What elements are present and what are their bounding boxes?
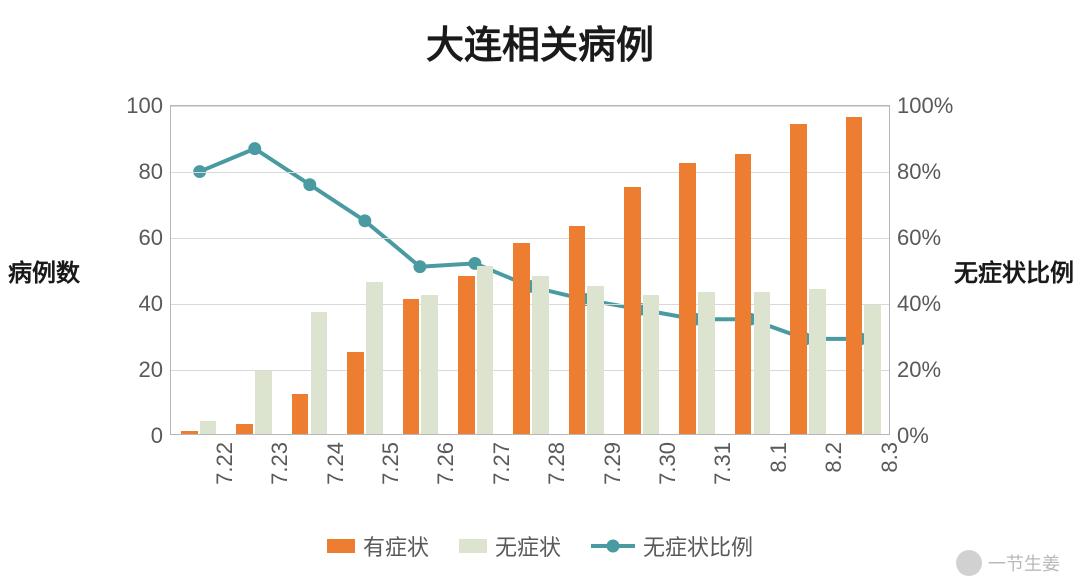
watermark: 一节生姜 xyxy=(956,550,1060,576)
legend-item: 无症状 xyxy=(459,530,561,562)
bar-symptomatic xyxy=(846,117,863,434)
bar-asymptomatic xyxy=(366,282,383,434)
x-tick: 7.23 xyxy=(267,442,293,485)
watermark-text: 一节生姜 xyxy=(988,550,1060,576)
legend-item: 无症状比例 xyxy=(591,530,753,562)
ratio-marker xyxy=(358,214,371,227)
ratio-marker xyxy=(248,142,261,155)
bar-symptomatic xyxy=(624,187,641,435)
line-series-svg xyxy=(171,106,889,434)
bar-symptomatic xyxy=(403,299,420,434)
x-tick: 7.27 xyxy=(489,442,515,485)
legend-swatch xyxy=(459,539,487,553)
bar-asymptomatic xyxy=(532,276,549,434)
watermark-icon xyxy=(956,550,982,576)
bar-symptomatic xyxy=(790,124,807,434)
bar-symptomatic xyxy=(236,424,253,434)
bar-asymptomatic xyxy=(200,421,217,434)
legend-swatch xyxy=(327,539,355,553)
legend-label: 无症状比例 xyxy=(643,530,753,562)
bar-asymptomatic xyxy=(754,292,771,434)
legend-swatch xyxy=(591,539,635,553)
y2-tick: 20% xyxy=(889,357,941,383)
y2-tick: 40% xyxy=(889,291,941,317)
bar-asymptomatic xyxy=(477,266,494,434)
y1-tick: 40 xyxy=(139,291,171,317)
grid-line xyxy=(171,370,889,371)
bar-asymptomatic xyxy=(698,292,715,434)
y1-tick: 100 xyxy=(126,93,171,119)
plot-area: 00%2020%4040%6060%8080%100100%7.227.237.… xyxy=(170,105,890,435)
bar-asymptomatic xyxy=(421,295,438,434)
y1-tick: 0 xyxy=(151,423,171,449)
chart-container: 大连相关病例 病例数 无症状比例 00%2020%4040%6060%8080%… xyxy=(0,0,1080,588)
y1-tick: 80 xyxy=(139,159,171,185)
x-tick: 7.31 xyxy=(710,442,736,485)
bar-symptomatic xyxy=(292,394,309,434)
bar-asymptomatic xyxy=(311,312,328,434)
y2-axis-label: 无症状比例 xyxy=(954,253,1074,288)
x-tick: 7.25 xyxy=(378,442,404,485)
x-tick: 7.26 xyxy=(433,442,459,485)
x-tick: 7.29 xyxy=(600,442,626,485)
grid-line xyxy=(171,238,889,239)
x-tick: 8.2 xyxy=(821,442,847,473)
ratio-marker xyxy=(303,178,316,191)
bar-symptomatic xyxy=(679,163,696,434)
bar-symptomatic xyxy=(458,276,475,434)
y2-tick: 60% xyxy=(889,225,941,251)
x-tick: 7.24 xyxy=(323,442,349,485)
y1-tick: 60 xyxy=(139,225,171,251)
bar-asymptomatic xyxy=(587,286,604,435)
legend: 有症状 无症状 无症状比例 xyxy=(0,530,1080,562)
bar-asymptomatic xyxy=(864,305,881,434)
legend-label: 无症状 xyxy=(495,530,561,562)
y2-tick: 80% xyxy=(889,159,941,185)
legend-item: 有症状 xyxy=(327,530,429,562)
bar-asymptomatic xyxy=(255,371,272,434)
x-tick: 7.30 xyxy=(655,442,681,485)
x-tick: 7.22 xyxy=(212,442,238,485)
chart-title: 大连相关病例 xyxy=(0,14,1080,69)
y2-tick: 100% xyxy=(889,93,953,119)
bar-symptomatic xyxy=(513,243,530,434)
bar-symptomatic xyxy=(569,226,586,434)
bar-symptomatic xyxy=(735,154,752,435)
bar-symptomatic xyxy=(181,431,198,434)
x-tick: 7.28 xyxy=(544,442,570,485)
x-tick: 8.3 xyxy=(877,442,903,473)
y1-axis-label: 病例数 xyxy=(8,253,80,288)
ratio-marker xyxy=(413,260,426,273)
bar-asymptomatic xyxy=(809,289,826,434)
legend-label: 有症状 xyxy=(363,530,429,562)
grid-line xyxy=(171,172,889,173)
y1-tick: 20 xyxy=(139,357,171,383)
grid-line xyxy=(171,304,889,305)
bar-symptomatic xyxy=(347,352,364,435)
x-tick: 8.1 xyxy=(766,442,792,473)
grid-line xyxy=(171,106,889,107)
bar-asymptomatic xyxy=(643,295,660,434)
